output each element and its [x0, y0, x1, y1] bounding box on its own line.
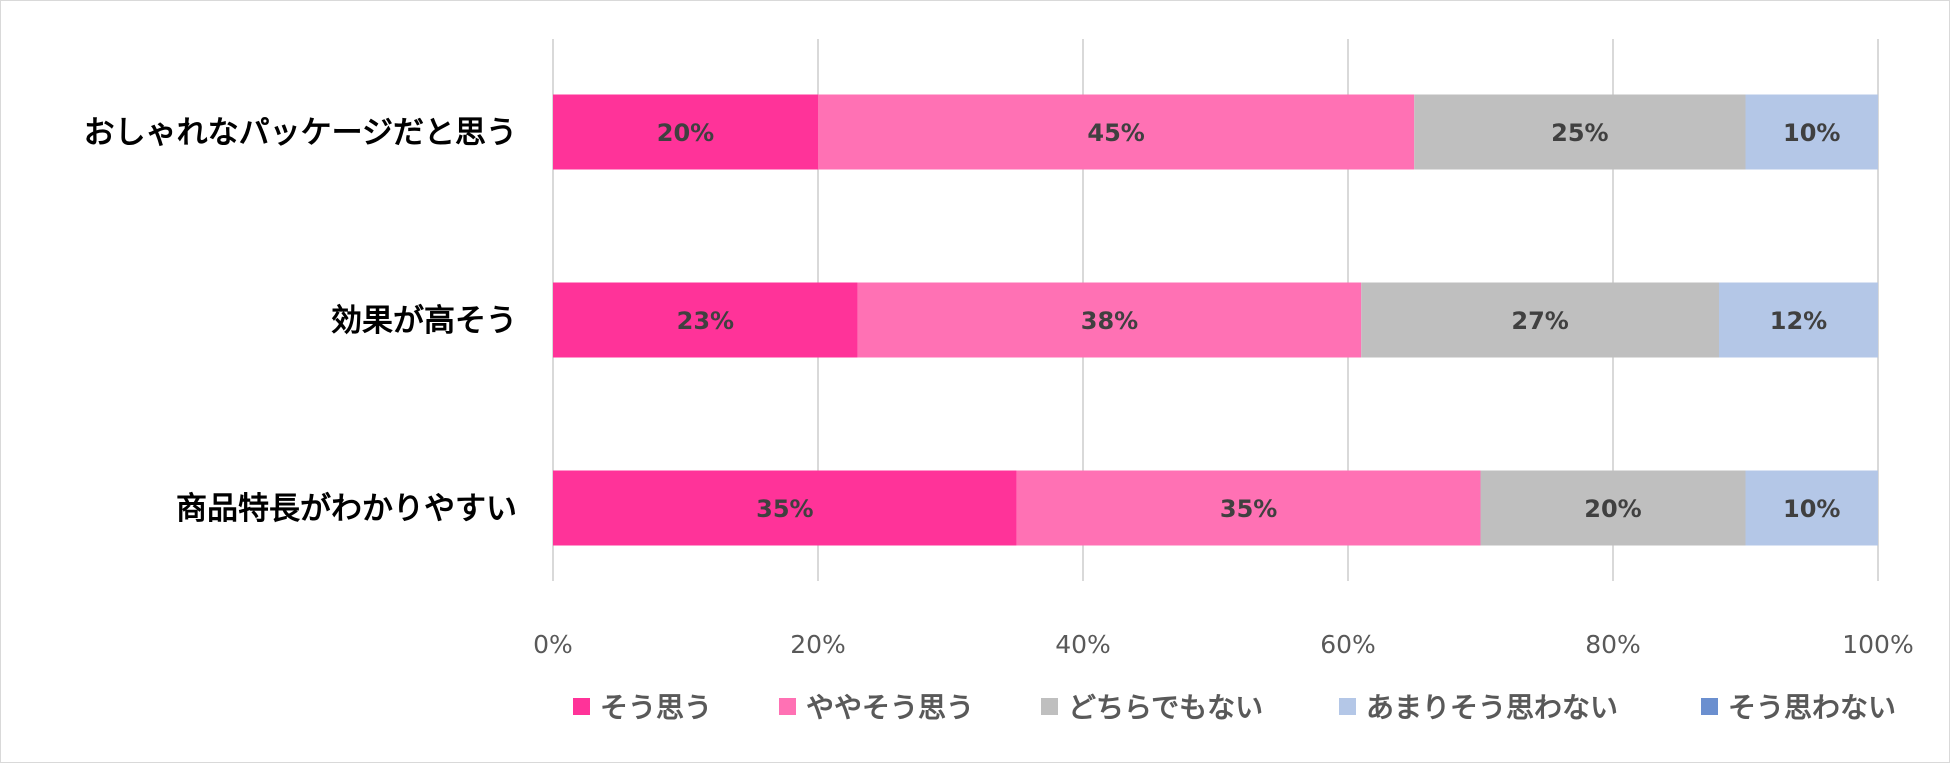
- bar-segment: [553, 94, 818, 170]
- x-axis-ticks: 0% 20% 40% 60% 80% 100%: [533, 630, 1914, 659]
- data-labels: 20% 45% 25% 10% 23% 38% 27% 12% 35% 35% 20% 10%: [657, 119, 1841, 523]
- bar-segment: [1719, 282, 1878, 358]
- x-tick-label: 80%: [1585, 630, 1641, 659]
- x-tick-label: 20%: [790, 630, 846, 659]
- bar-segment: [553, 282, 858, 358]
- data-label: 27%: [1511, 307, 1568, 335]
- legend-label: ややそう思う: [806, 691, 974, 724]
- bar-segment: [1745, 94, 1878, 170]
- x-tick-label: 60%: [1320, 630, 1376, 659]
- data-label: 20%: [657, 119, 714, 147]
- data-label: 10%: [1783, 495, 1840, 523]
- bars: [553, 94, 1878, 546]
- data-label: 38%: [1081, 307, 1138, 335]
- data-label: 45%: [1087, 119, 1144, 147]
- bar-segment: [1480, 470, 1746, 546]
- bar-segment: [1016, 470, 1481, 546]
- data-label: 10%: [1783, 119, 1840, 147]
- data-label: 25%: [1551, 119, 1608, 147]
- data-label: 20%: [1584, 495, 1641, 523]
- category-label: おしゃれなパッケージだと思う: [84, 115, 517, 151]
- category-label: 効果が高そう: [331, 303, 517, 339]
- data-label: 23%: [677, 307, 734, 335]
- legend-swatch: [1041, 698, 1058, 715]
- legend-label: そう思わない: [1728, 691, 1896, 724]
- category-label: 商品特長がわかりやすい: [176, 491, 517, 527]
- x-tick-label: 40%: [1055, 630, 1111, 659]
- legend-swatch: [1339, 698, 1356, 715]
- x-tick-label: 0%: [533, 630, 573, 659]
- legend: そう思う ややそう思う どちらでもない あまりそう思わない そう思わない: [573, 691, 1896, 724]
- bar-segment: [1414, 94, 1746, 170]
- data-label: 12%: [1770, 307, 1827, 335]
- legend-label: あまりそう思わない: [1366, 691, 1618, 724]
- data-label: 35%: [1220, 495, 1277, 523]
- bar-segment: [1361, 282, 1719, 358]
- legend-swatch: [779, 698, 796, 715]
- x-tick-label: 100%: [1842, 630, 1913, 659]
- legend-label: どちらでもない: [1068, 691, 1263, 724]
- legend-swatch: [1701, 698, 1718, 715]
- legend-swatch: [573, 698, 590, 715]
- bar-segment: [857, 282, 1362, 358]
- legend-label: そう思う: [600, 691, 712, 724]
- bar-segment: [1745, 470, 1878, 546]
- data-label: 35%: [756, 495, 813, 523]
- bar-segment: [818, 94, 1415, 170]
- bar-segment: [553, 470, 1017, 546]
